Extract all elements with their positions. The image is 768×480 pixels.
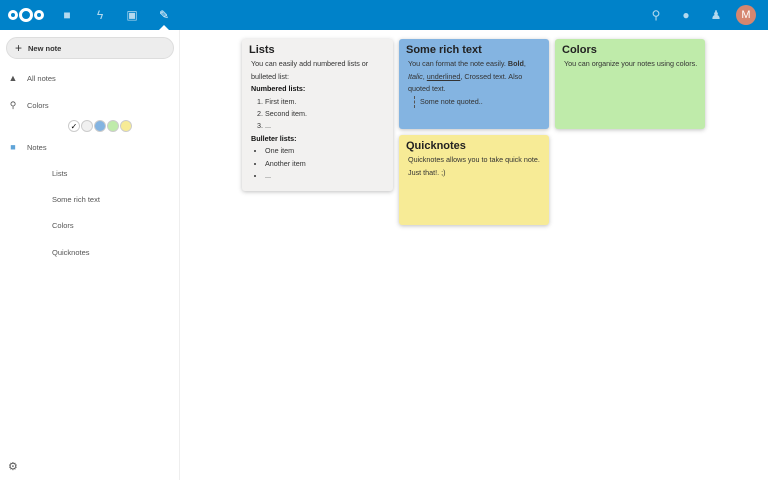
note-heading: Bulleter lists:	[251, 133, 297, 143]
list-item: Second item.	[265, 108, 386, 120]
swatch-blue[interactable]	[94, 120, 106, 132]
colors-label: Colors	[27, 101, 49, 110]
notes-label: Notes	[27, 142, 47, 152]
swatch-yellow[interactable]	[120, 120, 132, 132]
note-text: You can easily add numbered lists or bul…	[251, 59, 369, 81]
sidebar-note-item[interactable]: Quicknotes	[52, 248, 90, 257]
sidebar-note-item[interactable]: Colors	[52, 221, 74, 230]
note-heading: Numbered lists:	[251, 84, 306, 94]
home-icon: ▲	[8, 73, 18, 83]
new-note-button[interactable]: + New note	[6, 37, 174, 59]
sidebar-item-all-notes[interactable]: ▲ All notes	[8, 73, 56, 83]
settings-icon[interactable]: ⚙	[8, 461, 18, 473]
note-title: Colors	[562, 44, 597, 56]
header: ■ ϟ ▣ ✎ ⚲ ● ♟ M	[0, 0, 768, 30]
note-card-lists[interactable]: Lists You can easily add numbered lists …	[242, 39, 393, 191]
files-icon[interactable]: ■	[63, 8, 71, 22]
color-filter: ✓	[68, 120, 132, 132]
note-card-quicknotes[interactable]: Quicknotes Quicknotes allows you to take…	[399, 135, 549, 225]
note-card-colors[interactable]: Colors You can organize your notes using…	[555, 39, 705, 129]
note-title: Lists	[249, 44, 275, 56]
list-item: First item.	[265, 96, 386, 108]
note-title: Some rich text	[406, 44, 482, 56]
note-text: You can organize your notes using colors…	[564, 59, 698, 69]
sidebar-item-colors[interactable]: ⚲ Colors	[8, 100, 49, 111]
avatar[interactable]: M	[736, 5, 756, 25]
note-text: You can format the note easily. Bold, It…	[408, 59, 526, 94]
activity-icon[interactable]: ϟ	[96, 8, 104, 22]
swatch-gray[interactable]	[81, 120, 93, 132]
swatch-green[interactable]	[107, 120, 119, 132]
sidebar-note-item[interactable]: Lists	[52, 169, 68, 178]
contacts-icon[interactable]: ♟	[710, 8, 722, 22]
list-item: ...	[265, 120, 386, 132]
all-notes-label: All notes	[27, 73, 56, 83]
new-note-label: New note	[28, 43, 62, 53]
nextcloud-logo[interactable]	[8, 8, 44, 22]
folder-icon: ■	[10, 142, 16, 152]
sidebar-item-notes[interactable]: ■ Notes	[8, 142, 47, 152]
plus-icon: +	[15, 41, 23, 55]
sidebar: + New note ▲ All notes ⚲ Colors ✓ ■ Notes Li…	[0, 30, 180, 480]
search-icon: ⚲	[9, 100, 17, 110]
list-item: One item	[265, 145, 386, 157]
note-text: Quicknotes allows you to take quick note…	[408, 155, 540, 177]
note-title: Quicknotes	[406, 140, 466, 152]
gallery-icon[interactable]: ▣	[126, 8, 138, 22]
swatch-all[interactable]: ✓	[68, 120, 80, 132]
list-item: Another item	[265, 158, 386, 170]
active-app-indicator	[159, 25, 169, 30]
search-icon[interactable]: ⚲	[651, 8, 661, 22]
bell-icon[interactable]: ●	[682, 8, 690, 22]
sidebar-note-item[interactable]: Some rich text	[52, 195, 100, 204]
note-card-rich-text[interactable]: Some rich text You can format the note e…	[399, 39, 549, 129]
notes-icon[interactable]: ✎	[158, 8, 170, 22]
list-item: ...	[265, 170, 386, 182]
note-quote: Some note quoted..	[414, 95, 542, 109]
